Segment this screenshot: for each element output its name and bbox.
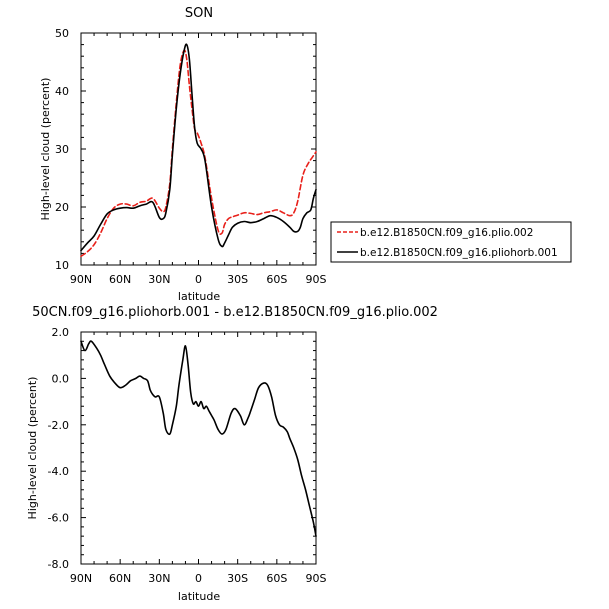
- top-x-tick-label: 30N: [148, 273, 170, 286]
- bottom-plot-frame: [80, 331, 317, 565]
- legend-box: [330, 221, 572, 263]
- top-y-tick-label: 20: [55, 201, 69, 214]
- top-y-tick-label: 50: [55, 27, 69, 40]
- top-series-line-1: [80, 43, 317, 252]
- top-legend: b.e12.B1850CN.f09_g16.plio.002 b.e12.B18…: [330, 221, 572, 263]
- top-x-tick-label: 60N: [109, 273, 131, 286]
- bottom-x-tick-label: 60N: [109, 572, 131, 585]
- top-x-tick-label: 90S: [306, 273, 327, 286]
- legend-label-pliohorb: b.e12.B1850CN.f09_g16.pliohorb.001: [360, 247, 558, 259]
- legend-label-plio: b.e12.B1850CN.f09_g16.plio.002: [360, 227, 533, 239]
- top-chart-title: SON: [185, 6, 213, 21]
- top-panel: SON 90N 60N 30N 0 30S 60S 90S 10 20 30 40 50 latitu…: [39, 6, 572, 303]
- top-x-tick-label: 60S: [266, 273, 287, 286]
- top-y-tick-label: 30: [55, 143, 69, 156]
- bottom-y-tick-label: -6.0: [48, 512, 69, 525]
- top-x-tick-label: 90N: [70, 273, 92, 286]
- top-y-axis-label: High-level cloud (percent): [39, 78, 52, 221]
- bottom-y-tick-label: -8.0: [48, 558, 69, 571]
- bottom-y-axis-label: High-level cloud (percent): [26, 377, 39, 520]
- top-y-tick-label: 40: [55, 85, 69, 98]
- bottom-y-tick-label: 2.0: [52, 326, 70, 339]
- bottom-y-tick-label: 0.0: [52, 372, 70, 385]
- top-series-line-0: [80, 49, 317, 258]
- bottom-y-tick-label: -4.0: [48, 465, 69, 478]
- bottom-x-axis-label: latitude: [178, 590, 220, 603]
- bottom-x-tick-label: 90N: [70, 572, 92, 585]
- bottom-y-tick-label: -2.0: [48, 419, 69, 432]
- bottom-panel: 50CN.f09_g16.pliohorb.001 - b.e12.B1850C…: [26, 305, 438, 603]
- top-x-tick-label: 0: [195, 273, 202, 286]
- bottom-x-tick-label: 90S: [306, 572, 327, 585]
- bottom-chart-title: 50CN.f09_g16.pliohorb.001 - b.e12.B1850C…: [32, 305, 438, 320]
- top-x-axis-label: latitude: [178, 290, 220, 303]
- top-plot-frame: [80, 32, 317, 266]
- bottom-series-line-0: [80, 340, 317, 537]
- bottom-x-tick-label: 30N: [148, 572, 170, 585]
- bottom-x-tick-label: 60S: [266, 572, 287, 585]
- bottom-x-tick-label: 0: [195, 572, 202, 585]
- bottom-x-tick-label: 30S: [227, 572, 248, 585]
- top-y-tick-label: 10: [55, 259, 69, 272]
- top-x-tick-label: 30S: [227, 273, 248, 286]
